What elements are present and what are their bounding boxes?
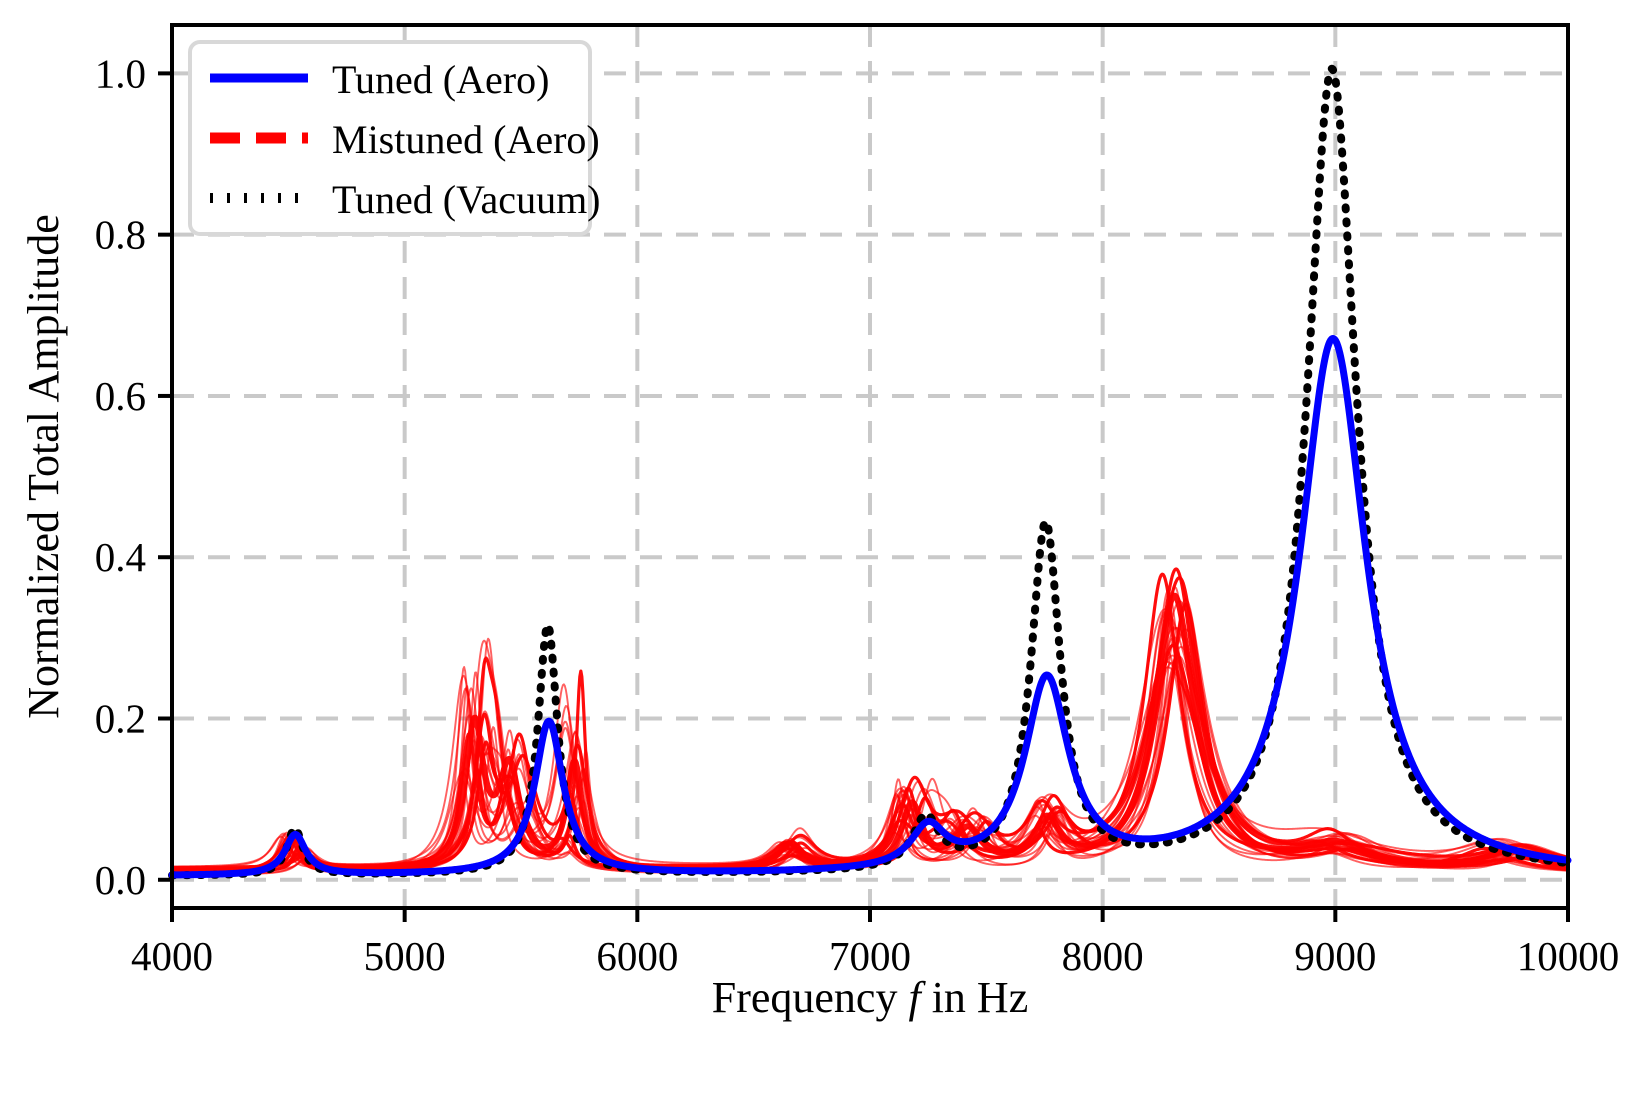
x-axis-title: Frequency f in Hz — [712, 973, 1028, 1022]
legend-item[interactable]: Tuned (Vacuum) — [210, 177, 601, 222]
y-axis-title: Normalized Total Amplitude — [19, 214, 68, 718]
y-tick-label: 0.4 — [95, 534, 146, 580]
legend-label: Tuned (Aero) — [332, 57, 549, 102]
x-tick-label: 5000 — [364, 933, 446, 979]
axis-ticks — [158, 71, 1570, 922]
data-series-layer — [168, 64, 1572, 880]
legend-background[interactable] — [188, 40, 592, 236]
series-mistuned-aero — [170, 567, 1570, 876]
x-tick-label: 7000 — [829, 933, 911, 979]
legend-label: Mistuned (Aero) — [332, 117, 600, 162]
y-tick-label: 0.0 — [95, 857, 146, 903]
tuned-aero-curve — [168, 335, 1572, 879]
axis-labels: 4000 5000 6000 7000 8000 9000 10000 0.0 0.2 0.4 0.… — [19, 50, 1619, 1022]
series-tuned-aero — [168, 335, 1572, 879]
x-tick-label: 6000 — [596, 933, 678, 979]
y-tick-label: 0.6 — [95, 373, 146, 419]
mistuned-trace — [171, 660, 1569, 868]
x-tick-label: 4000 — [131, 933, 213, 979]
chart-legend[interactable]: Tuned (Aero) Mistuned (Aero) Tuned (Vacuum… — [188, 40, 601, 236]
y-tick-label: 0.8 — [95, 212, 146, 258]
x-axis-title-suffix: in Hz — [921, 973, 1029, 1022]
legend-label: Tuned (Vacuum) — [332, 177, 601, 222]
x-axis-title-prefix: Frequency — [712, 973, 909, 1022]
x-tick-label: 9000 — [1294, 933, 1376, 979]
x-tick-label: 10000 — [1517, 933, 1620, 979]
y-tick-label: 1.0 — [95, 50, 146, 96]
y-tick-label: 0.2 — [95, 695, 146, 741]
x-tick-label: 8000 — [1062, 933, 1144, 979]
legend-item[interactable]: Mistuned (Aero) — [210, 117, 600, 162]
legend-item[interactable]: Tuned (Aero) — [210, 57, 549, 102]
